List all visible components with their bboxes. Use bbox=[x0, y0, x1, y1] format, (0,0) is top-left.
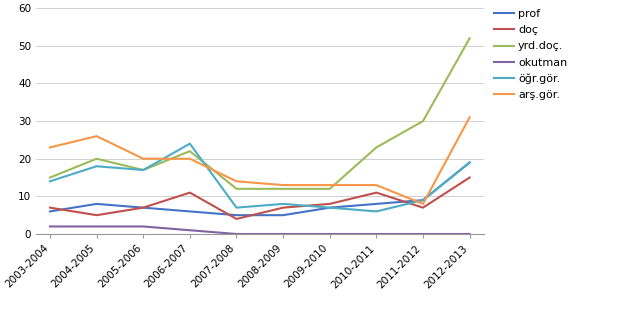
yrd.doç. bbox=[186, 149, 193, 153]
yrd.doç. bbox=[232, 187, 240, 191]
doç bbox=[93, 213, 100, 217]
doç bbox=[326, 202, 334, 206]
Line: yrd.doç.: yrd.doç. bbox=[50, 38, 469, 189]
okutman bbox=[326, 232, 334, 236]
öğr.gör. bbox=[93, 164, 100, 168]
okutman bbox=[140, 225, 147, 228]
prof bbox=[280, 213, 287, 217]
yrd.doç. bbox=[46, 176, 54, 179]
prof bbox=[46, 210, 54, 214]
arş.gör. bbox=[373, 183, 380, 187]
öğr.gör. bbox=[140, 168, 147, 172]
doç bbox=[46, 206, 54, 210]
yrd.doç. bbox=[280, 187, 287, 191]
doç bbox=[280, 206, 287, 210]
Line: prof: prof bbox=[50, 162, 469, 215]
arş.gör. bbox=[232, 179, 240, 183]
öğr.gör. bbox=[466, 161, 473, 164]
yrd.doç. bbox=[419, 119, 427, 123]
arş.gör. bbox=[419, 202, 427, 206]
doç bbox=[419, 206, 427, 210]
okutman bbox=[93, 225, 100, 228]
arş.gör. bbox=[280, 183, 287, 187]
prof bbox=[373, 202, 380, 206]
prof bbox=[140, 206, 147, 210]
yrd.doç. bbox=[326, 187, 334, 191]
öğr.gör. bbox=[46, 179, 54, 183]
öğr.gör. bbox=[280, 202, 287, 206]
prof bbox=[232, 213, 240, 217]
arş.gör. bbox=[466, 115, 473, 119]
yrd.doç. bbox=[373, 146, 380, 150]
doç bbox=[373, 191, 380, 195]
doç bbox=[140, 206, 147, 210]
arş.gör. bbox=[46, 146, 54, 150]
öğr.gör. bbox=[373, 210, 380, 214]
prof bbox=[419, 198, 427, 202]
Line: okutman: okutman bbox=[50, 227, 469, 234]
yrd.doç. bbox=[140, 168, 147, 172]
doç bbox=[232, 217, 240, 221]
Line: öğr.gör.: öğr.gör. bbox=[50, 144, 469, 212]
doç bbox=[466, 176, 473, 179]
öğr.gör. bbox=[326, 206, 334, 210]
arş.gör. bbox=[186, 157, 193, 161]
doç bbox=[186, 191, 193, 195]
okutman bbox=[46, 225, 54, 228]
arş.gör. bbox=[326, 183, 334, 187]
okutman bbox=[280, 232, 287, 236]
arş.gör. bbox=[93, 134, 100, 138]
Line: arş.gör.: arş.gör. bbox=[50, 117, 469, 204]
okutman bbox=[373, 232, 380, 236]
okutman bbox=[232, 232, 240, 236]
prof bbox=[93, 202, 100, 206]
okutman bbox=[186, 228, 193, 232]
okutman bbox=[466, 232, 473, 236]
Legend: prof, doç, yrd.doç., okutman, öğr.gör., arş.gör.: prof, doç, yrd.doç., okutman, öğr.gör., … bbox=[494, 9, 567, 100]
yrd.doç. bbox=[93, 157, 100, 161]
prof bbox=[186, 210, 193, 214]
öğr.gör. bbox=[419, 198, 427, 202]
Line: doç: doç bbox=[50, 177, 469, 219]
öğr.gör. bbox=[232, 206, 240, 210]
prof bbox=[326, 206, 334, 210]
okutman bbox=[419, 232, 427, 236]
arş.gör. bbox=[140, 157, 147, 161]
prof bbox=[466, 161, 473, 164]
öğr.gör. bbox=[186, 142, 193, 146]
yrd.doç. bbox=[466, 36, 473, 40]
